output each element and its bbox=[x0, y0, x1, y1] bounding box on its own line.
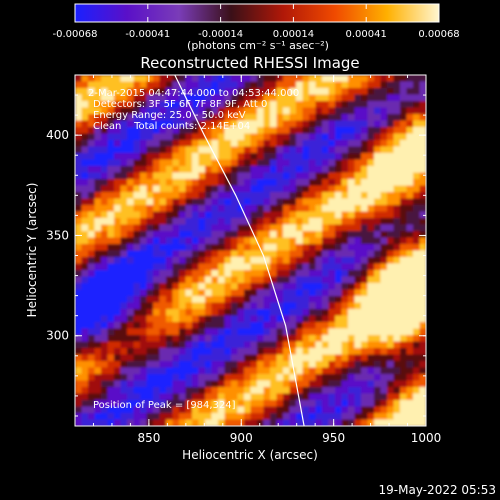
energy-range-label: Energy Range: 25.0 - 50.0 keV bbox=[93, 110, 246, 121]
detectors-label: Detectors: 3F 5F 6F 7F 8F 9F, Att 0 bbox=[93, 99, 267, 110]
y-tick-label: 300 bbox=[46, 329, 69, 343]
plot-title: Reconstructed RHESSI Image bbox=[140, 54, 359, 72]
y-axis-label: Heliocentric Y (arcsec) bbox=[25, 183, 39, 318]
x-tick-label: 900 bbox=[230, 431, 253, 445]
colorbar-tick-label: -0.00068 bbox=[53, 29, 98, 40]
solar-limb-curve bbox=[174, 75, 305, 426]
x-tick-label: 950 bbox=[322, 431, 345, 445]
x-tick-label: 1000 bbox=[411, 431, 442, 445]
clean-counts-label: Clean Total counts: 2.14E+04 bbox=[93, 121, 250, 132]
y-axis-ticks: 300 350 400 bbox=[46, 74, 426, 417]
y-tick-label: 350 bbox=[46, 228, 69, 242]
colorbar-tick-label: -0.00014 bbox=[198, 29, 243, 40]
colorbar-unit-label: (photons cm⁻² s⁻¹ asec⁻²) bbox=[187, 39, 329, 52]
colorbar-tick-label: 0.00014 bbox=[273, 29, 314, 40]
colorbar-tick-label: 0.00041 bbox=[346, 29, 387, 40]
rhessi-image bbox=[75, 75, 426, 426]
plot-frame bbox=[74, 74, 427, 427]
time-range-label: 2-Mar-2015 04:47:44.000 to 04:53:44.000 bbox=[88, 88, 299, 99]
peak-position-label: Position of Peak = [984,324] bbox=[93, 400, 236, 411]
colorbar bbox=[74, 3, 440, 23]
x-axis-ticks: 850 900 950 1000 bbox=[74, 75, 442, 445]
footer-timestamp: 19-May-2022 05:53 bbox=[379, 483, 496, 497]
x-axis-label: Heliocentric X (arcsec) bbox=[182, 448, 318, 462]
colorbar-tick-label: -0.00041 bbox=[125, 29, 170, 40]
x-tick-label: 850 bbox=[137, 431, 160, 445]
y-tick-label: 400 bbox=[46, 128, 69, 142]
colorbar-ticks: -0.00068 -0.00041 -0.00014 0.00014 0.00041 0.… bbox=[53, 4, 460, 40]
colorbar-tick-label: 0.00068 bbox=[418, 29, 459, 40]
